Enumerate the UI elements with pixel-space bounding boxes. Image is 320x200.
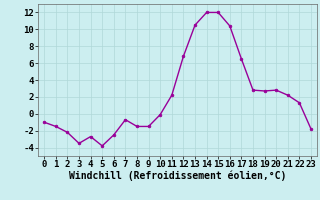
X-axis label: Windchill (Refroidissement éolien,°C): Windchill (Refroidissement éolien,°C) — [69, 171, 286, 181]
